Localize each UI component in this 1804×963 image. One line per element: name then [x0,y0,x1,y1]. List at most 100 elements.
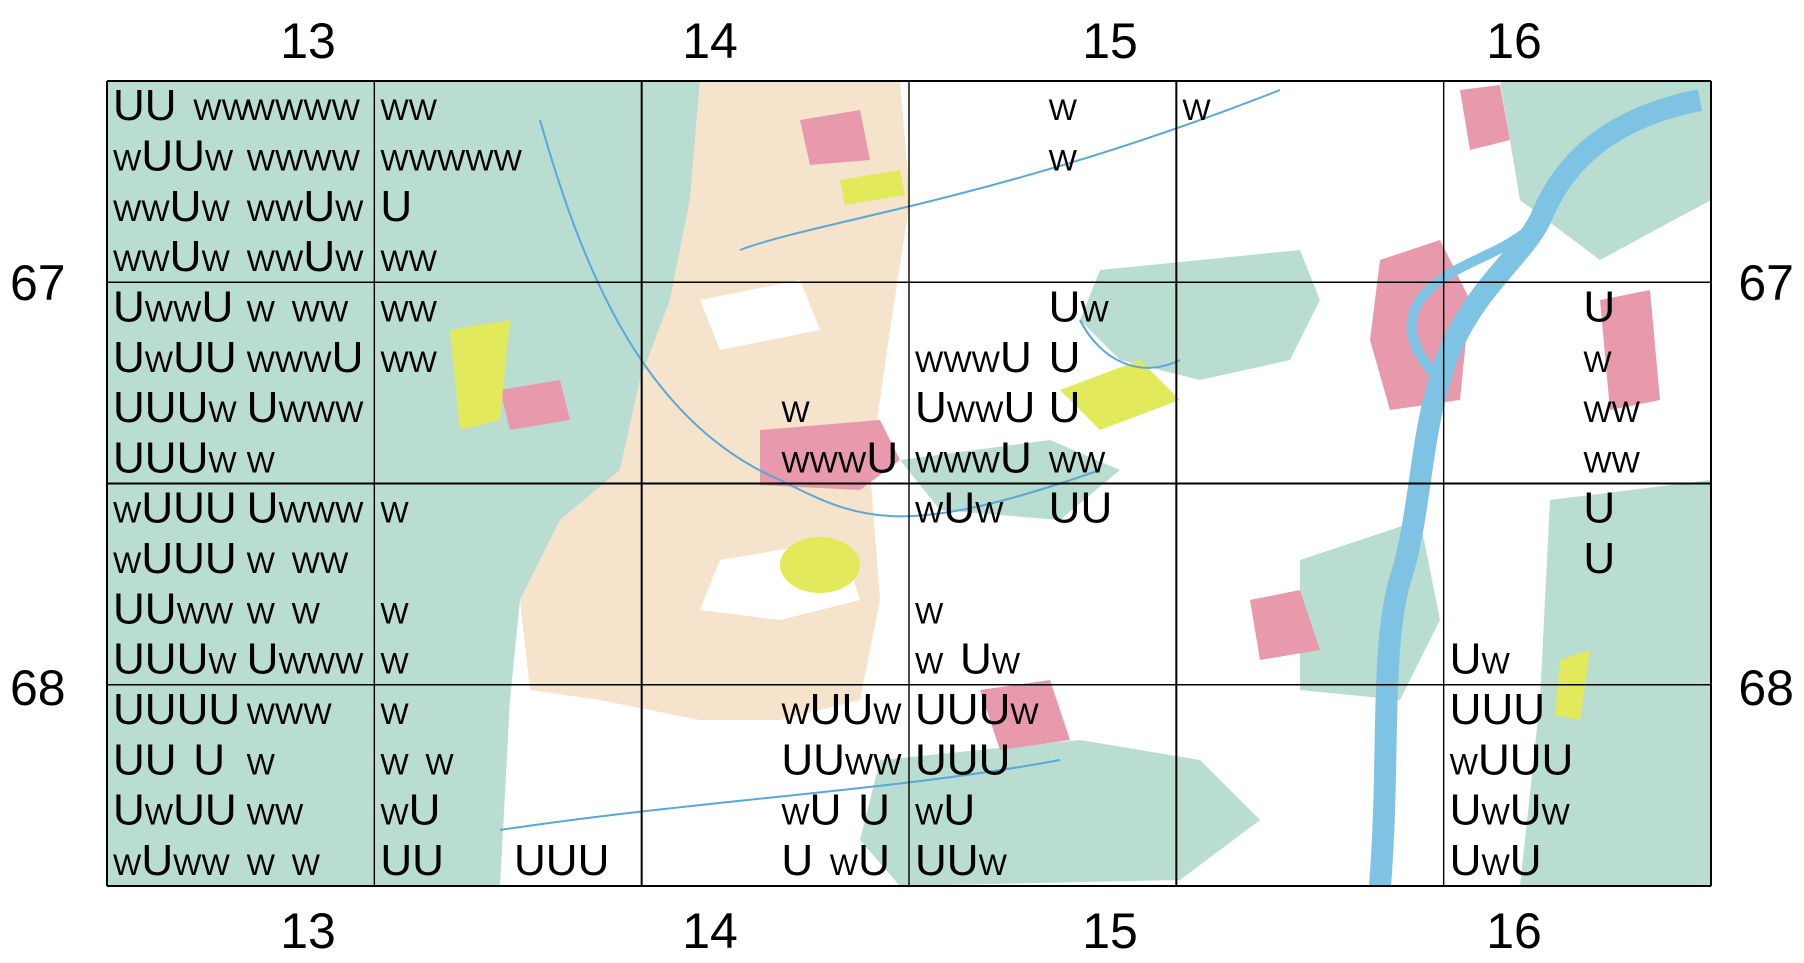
cell-label: WWWW [247,145,361,178]
letter-u: U [915,735,947,784]
letter-w: W [247,698,276,731]
cell-label: UU [1049,484,1113,533]
letter-u: U [915,685,947,734]
letter-space [943,648,960,681]
letter-w: W [873,748,902,781]
letter-w: W [979,849,1008,882]
cell-label: WWUW [113,182,230,231]
letter-w: W [141,245,170,278]
settlement-area [800,110,870,165]
x-label-bottom: 15 [1082,903,1138,958]
letter-w: W [247,195,276,228]
cell-label: W W [247,597,321,630]
cell-label: W [1049,94,1078,127]
cell-label: WU [915,786,975,835]
letter-u: U [514,836,546,885]
letter-w: W [380,245,409,278]
cell-label: WW [1583,446,1640,479]
letter-u: U [303,182,335,231]
letter-u: U [173,132,205,181]
cell-label: WUUW [781,685,902,734]
settlement-area [500,380,570,430]
letter-u: U [141,484,173,533]
letter-w: W [1583,346,1612,379]
letter-u: U [113,383,145,432]
letter-u: U [332,333,364,382]
letter-u: U [1513,685,1545,734]
cell-label: UWWW [247,383,364,432]
letter-w: W [278,497,307,530]
letter-w: W [915,346,944,379]
letter-w: W [1481,648,1510,681]
letter-w: W [380,94,409,127]
letter-w: W [781,446,810,479]
letter-w: W [781,396,810,429]
letter-w: W [205,597,234,630]
letter-w: W [494,145,523,178]
letter-u: U [141,534,173,583]
forest-area [900,440,1120,520]
letter-w: W [380,145,409,178]
letter-u: U [781,735,813,784]
settlement-area [980,680,1070,750]
letter-w: W [292,547,321,580]
y-label-left: 68 [10,660,66,716]
letter-u: U [145,81,177,130]
cell-label: UWUU [113,333,237,382]
cell-label: WWWU [915,333,1032,382]
settlement-area [1600,290,1660,410]
letter-w: W [307,648,336,681]
letter-w: W [1583,446,1612,479]
letter-w: W [278,648,307,681]
letter-w: W [247,245,276,278]
letter-w: W [332,145,361,178]
cell-label: WWW [247,698,333,731]
stream [1079,319,1181,369]
letter-u: U [170,232,202,281]
settlement-area [1250,590,1320,660]
letter-w: W [1583,396,1612,429]
cell-label: UWUU [113,786,237,835]
letter-w: W [335,396,364,429]
cell-label: W WW [247,547,349,580]
letter-u: U [1450,635,1482,684]
letter-w: W [873,698,902,731]
letter-u: U [1481,685,1513,734]
letter-w: W [113,195,142,228]
letter-w: W [292,849,321,882]
cell-label: W [1182,94,1211,127]
letter-w: W [145,346,174,379]
letter-w: W [320,547,349,580]
letter-u: U [858,786,890,835]
letter-u: U [145,584,177,633]
letter-u: U [1583,282,1615,331]
letter-w: W [335,245,364,278]
cell-label: W W [380,748,454,781]
letter-space [275,849,292,882]
cell-label: WW [247,799,304,832]
letter-w: W [380,648,409,681]
letter-u: U [173,786,205,835]
letter-w: W [307,497,336,530]
cell-label: W WW [247,295,349,328]
letter-w: W [335,195,364,228]
letter-space [275,295,292,328]
letter-u: U [145,433,177,482]
letter-w: W [781,799,810,832]
letter-w: W [335,648,364,681]
letter-u: U [1003,383,1035,432]
letter-w: W [173,295,202,328]
letter-w: W [177,597,206,630]
cell-label: UU [380,836,444,885]
letter-u: U [1049,484,1081,533]
letter-u: U [113,333,145,382]
letter-w: W [409,145,438,178]
cell-label: UU WW [113,81,251,130]
letter-u: U [979,685,1011,734]
letter-u: U [205,333,237,382]
cell-label: WWUW [247,182,364,231]
cell-label: W [781,396,810,429]
letter-w: W [275,145,304,178]
cell-label: WU [380,786,440,835]
